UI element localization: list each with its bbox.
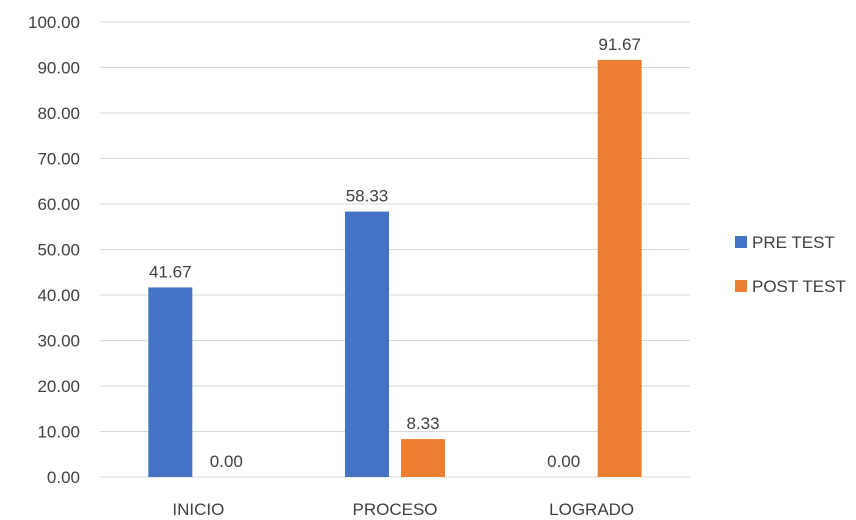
gridlines bbox=[100, 21, 690, 478]
y-tick-label: 50.00 bbox=[37, 241, 80, 260]
data-label: 41.67 bbox=[149, 262, 192, 281]
x-category-label: INICIO bbox=[172, 500, 224, 519]
y-tick-label: 80.00 bbox=[37, 104, 80, 123]
y-tick-label: 70.00 bbox=[37, 150, 80, 169]
bar-post-test-logrado bbox=[597, 59, 642, 478]
legend: PRE TEST POST TEST bbox=[735, 233, 846, 296]
data-label: 0.00 bbox=[210, 452, 243, 471]
data-label: 0.00 bbox=[547, 452, 580, 471]
data-labels: 41.67 0.00 58.33 8.33 0.00 91.67 bbox=[149, 35, 641, 471]
bar-post-test-proceso bbox=[401, 439, 445, 477]
bars bbox=[148, 59, 642, 478]
y-tick-label: 60.00 bbox=[37, 195, 80, 214]
y-tick-label: 90.00 bbox=[37, 59, 80, 78]
legend-label: POST TEST bbox=[752, 277, 846, 296]
x-category-label: LOGRADO bbox=[549, 500, 634, 519]
bar-pre-test-proceso bbox=[345, 211, 389, 477]
bar-pre-test-inicio bbox=[148, 287, 193, 477]
x-category-label: PROCESO bbox=[352, 500, 437, 519]
data-label: 8.33 bbox=[406, 414, 439, 433]
y-tick-label: 0.00 bbox=[47, 468, 80, 487]
legend-swatch bbox=[735, 236, 747, 248]
y-axis-tick-labels: 0.00 10.00 20.00 30.00 40.00 50.00 60.00 70.00 8… bbox=[28, 13, 80, 487]
x-axis-category-labels: INICIO PROCESO LOGRADO bbox=[172, 500, 634, 519]
y-tick-label: 100.00 bbox=[28, 13, 80, 32]
y-tick-label: 20.00 bbox=[37, 377, 80, 396]
y-tick-label: 10.00 bbox=[37, 423, 80, 442]
data-label: 91.67 bbox=[598, 35, 641, 54]
y-tick-label: 40.00 bbox=[37, 286, 80, 305]
y-tick-label: 30.00 bbox=[37, 332, 80, 351]
legend-swatch bbox=[735, 280, 747, 292]
data-label: 58.33 bbox=[346, 187, 389, 206]
legend-label: PRE TEST bbox=[752, 233, 835, 252]
